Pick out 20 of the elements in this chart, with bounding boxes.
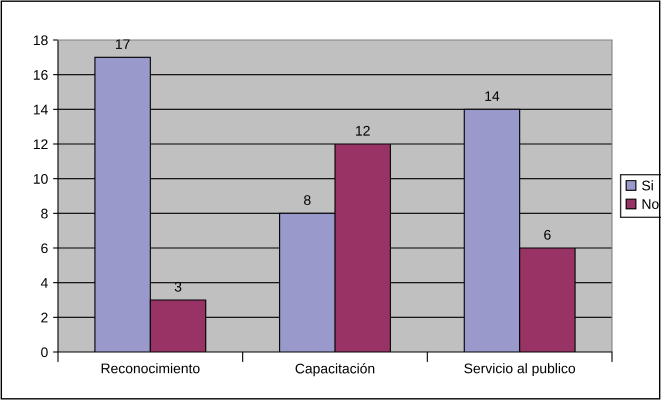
- data-label: 12: [356, 126, 370, 136]
- y-tick-label: 6: [41, 243, 48, 254]
- x-tick-label: Servicio al publico: [464, 363, 576, 376]
- data-label: 14: [485, 91, 500, 101]
- legend-label: Si: [642, 180, 653, 190]
- data-label: 8: [304, 195, 311, 206]
- y-tick-label: 2: [41, 312, 48, 322]
- x-tick-label: Reconocimiento: [102, 363, 200, 374]
- y-tick-label: 14: [34, 104, 48, 114]
- legend-label: No: [642, 199, 659, 209]
- y-tick-label: 16: [34, 70, 48, 80]
- y-tick-label: 0: [41, 347, 48, 358]
- y-tick-label: 8: [41, 208, 48, 219]
- y-tick-label: 4: [40, 278, 48, 288]
- x-tick-label: Capacitación: [296, 363, 374, 376]
- y-tick-label: 12: [34, 139, 48, 150]
- data-label: 6: [544, 230, 551, 240]
- y-tick-label: 18: [34, 35, 48, 46]
- y-tick-label: 10: [34, 174, 48, 184]
- data-label: 17: [116, 39, 130, 49]
